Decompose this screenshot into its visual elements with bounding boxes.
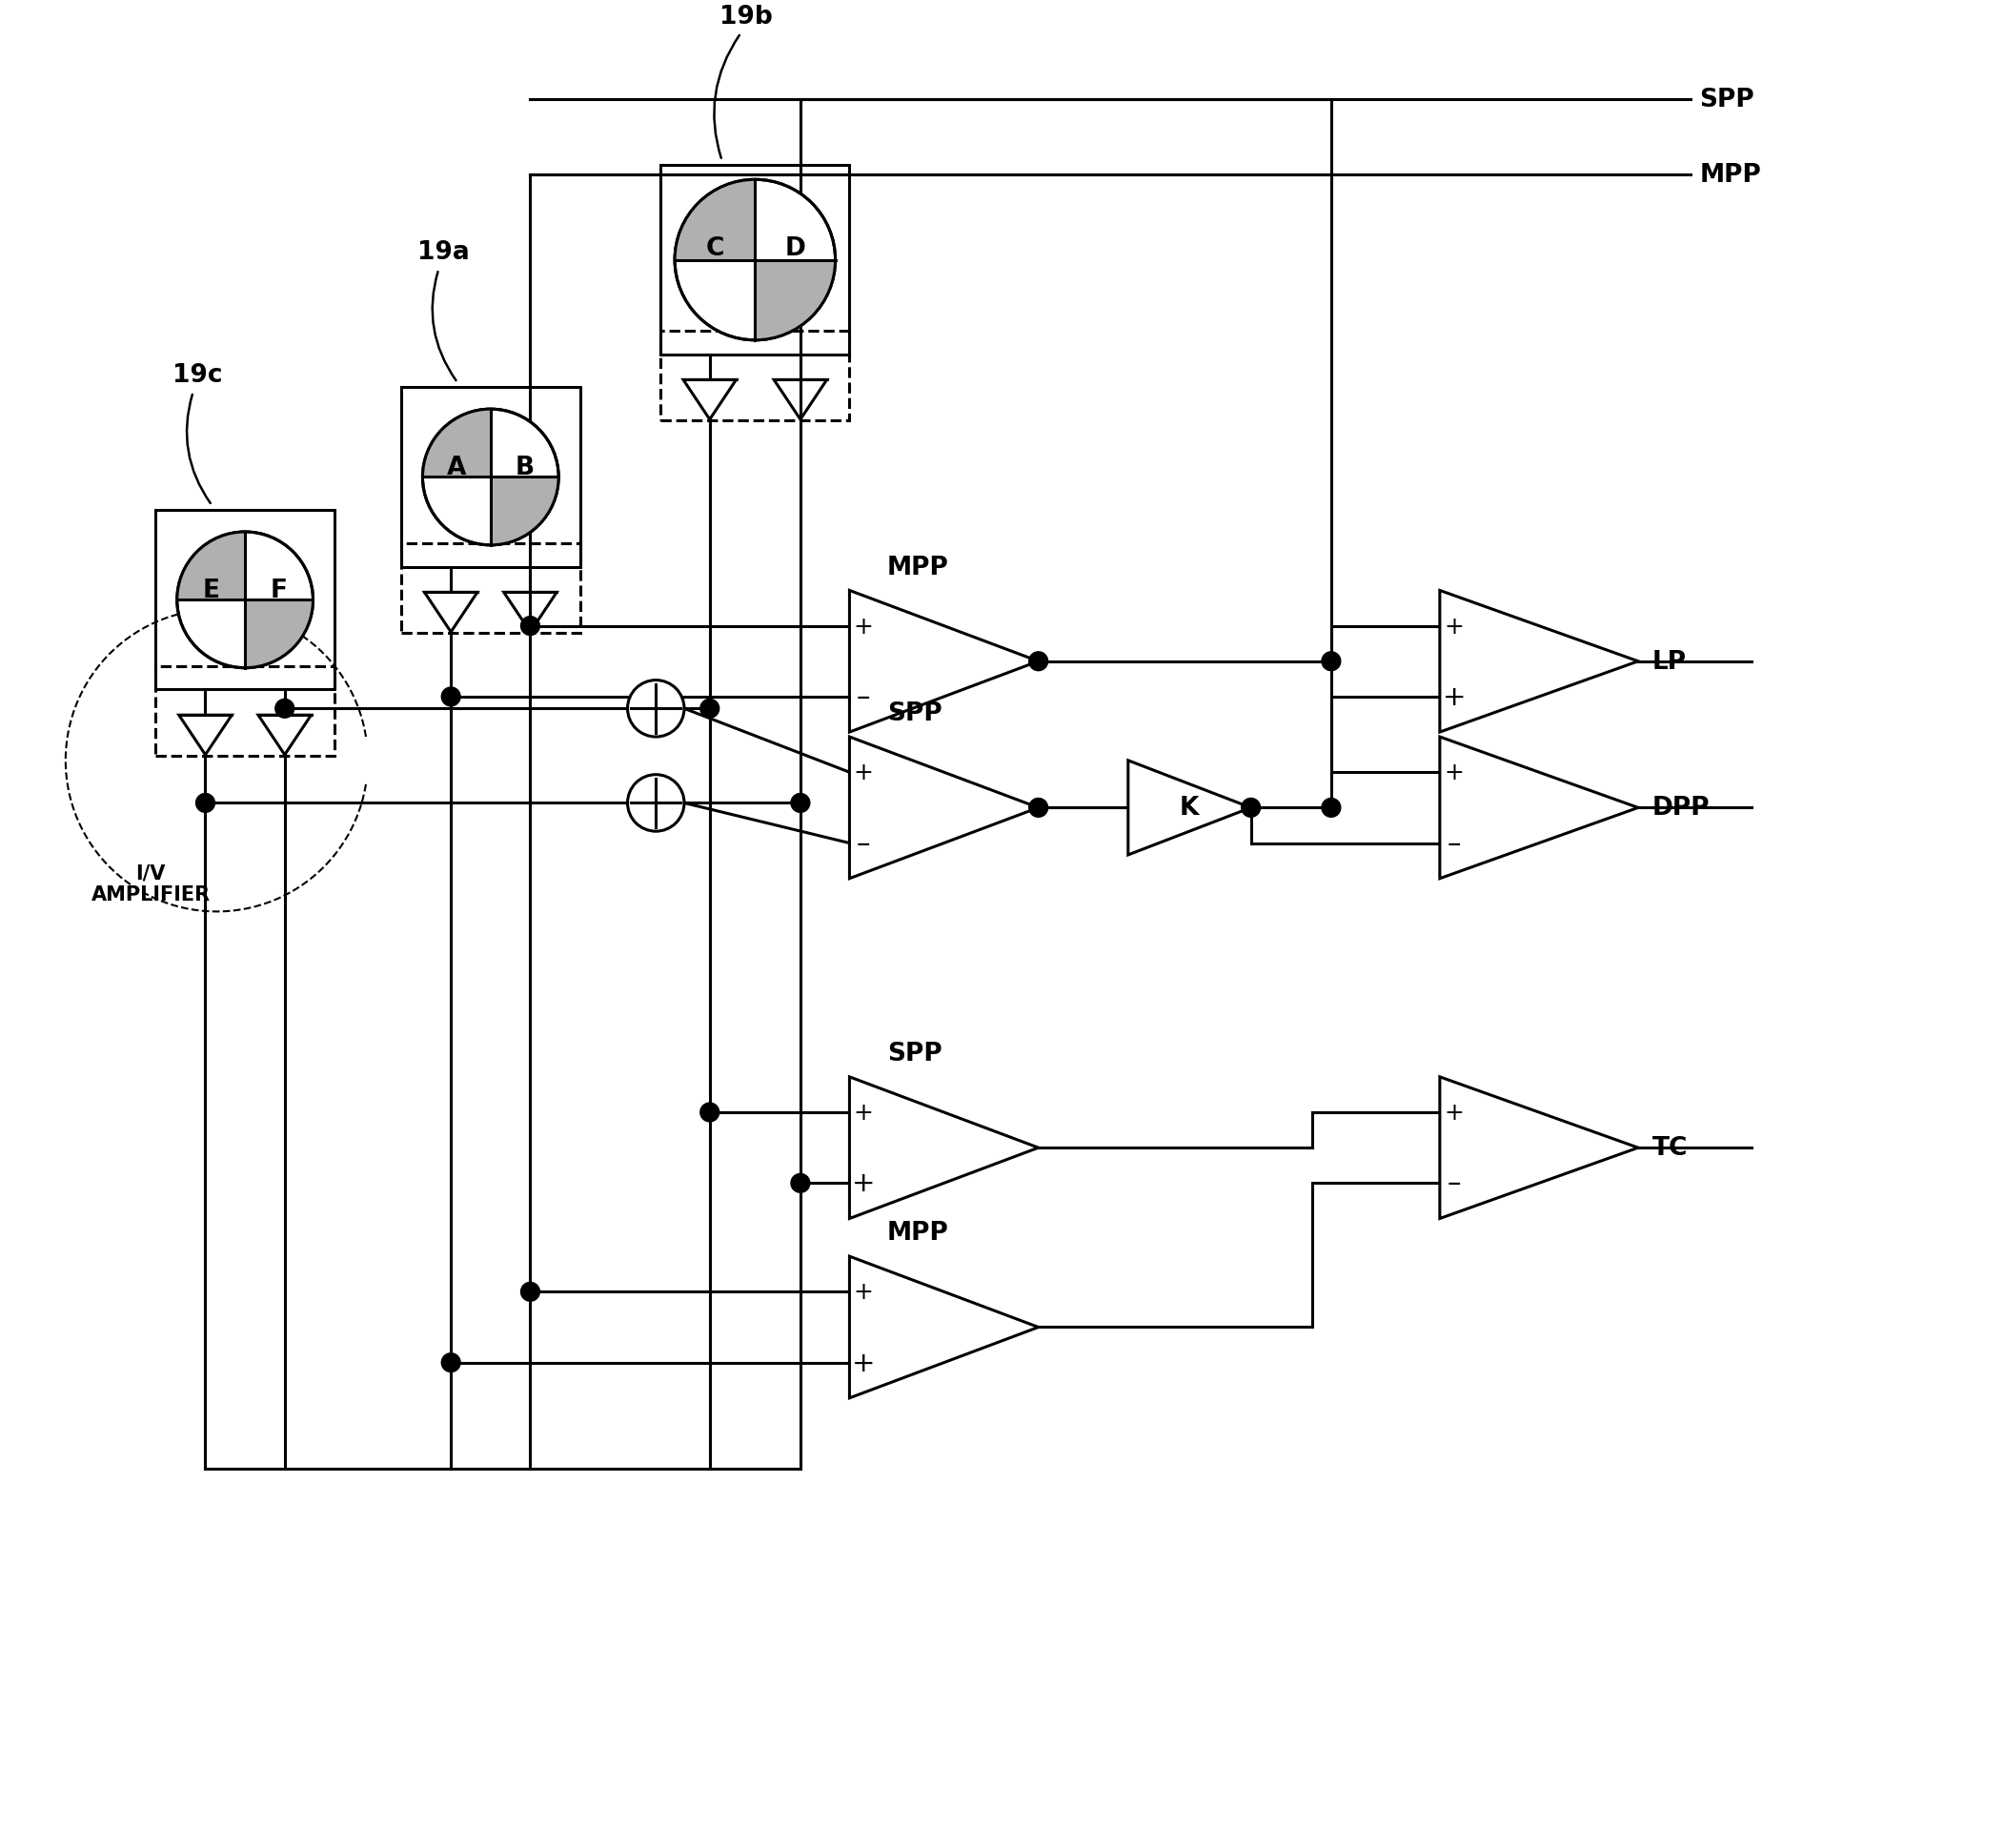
Text: C: C <box>706 237 724 261</box>
Text: K: K <box>1179 796 1199 821</box>
Circle shape <box>196 795 215 813</box>
Text: –: – <box>856 830 870 857</box>
Polygon shape <box>1440 737 1638 880</box>
Polygon shape <box>676 181 756 261</box>
Text: SPP: SPP <box>1700 87 1754 113</box>
Polygon shape <box>1440 591 1638 732</box>
Text: 19c: 19c <box>172 364 223 388</box>
Circle shape <box>676 181 836 340</box>
Text: +: + <box>1442 684 1466 710</box>
Polygon shape <box>756 261 836 340</box>
Text: MPP: MPP <box>888 1220 948 1246</box>
Text: +: + <box>852 1170 876 1198</box>
Text: E: E <box>203 578 221 602</box>
Circle shape <box>423 410 559 545</box>
Text: –: – <box>1448 1170 1462 1198</box>
Text: MPP: MPP <box>888 554 948 580</box>
Polygon shape <box>850 591 1039 732</box>
Text: +: + <box>1444 761 1464 784</box>
Polygon shape <box>1129 761 1251 856</box>
Circle shape <box>1241 798 1261 817</box>
Circle shape <box>700 700 720 719</box>
Text: –: – <box>1448 830 1462 857</box>
Circle shape <box>1029 798 1049 817</box>
Text: TC: TC <box>1652 1137 1688 1161</box>
Text: +: + <box>854 615 874 638</box>
Circle shape <box>441 687 461 706</box>
Text: +: + <box>854 1281 874 1303</box>
Text: +: + <box>854 761 874 784</box>
Circle shape <box>441 1353 461 1373</box>
Text: +: + <box>852 1349 876 1377</box>
Polygon shape <box>850 737 1039 880</box>
Text: I/V
AMPLIFIER: I/V AMPLIFIER <box>90 863 211 904</box>
Circle shape <box>790 1173 810 1192</box>
Text: A: A <box>447 455 467 480</box>
Text: D: D <box>784 237 806 261</box>
Text: –: – <box>856 684 870 710</box>
Circle shape <box>1321 798 1341 817</box>
Text: B: B <box>515 455 533 480</box>
Polygon shape <box>491 477 559 545</box>
Bar <box>660 166 850 355</box>
Polygon shape <box>850 1257 1039 1399</box>
Circle shape <box>521 1283 539 1301</box>
Text: SPP: SPP <box>888 1040 942 1066</box>
Circle shape <box>275 700 295 719</box>
Text: SPP: SPP <box>888 700 942 726</box>
Circle shape <box>628 774 684 832</box>
Polygon shape <box>1440 1077 1638 1220</box>
Text: +: + <box>854 1101 874 1124</box>
Polygon shape <box>850 1077 1039 1220</box>
Text: F: F <box>271 578 287 602</box>
Circle shape <box>1321 652 1341 671</box>
Polygon shape <box>423 410 491 477</box>
Bar <box>154 510 335 689</box>
Circle shape <box>1029 652 1049 671</box>
Circle shape <box>628 680 684 737</box>
Text: 19a: 19a <box>417 240 469 266</box>
Circle shape <box>176 532 313 669</box>
Text: +: + <box>1444 1101 1464 1124</box>
Text: +: + <box>1444 615 1464 638</box>
Circle shape <box>521 617 539 636</box>
Circle shape <box>790 795 810 813</box>
Text: DPP: DPP <box>1652 796 1710 821</box>
Bar <box>401 388 579 567</box>
Circle shape <box>700 1103 720 1122</box>
Polygon shape <box>176 532 245 601</box>
Bar <box>154 667 335 756</box>
Bar <box>660 331 850 421</box>
Text: LP: LP <box>1652 649 1686 675</box>
Polygon shape <box>245 601 313 669</box>
Bar <box>401 543 579 634</box>
Text: MPP: MPP <box>1700 163 1760 188</box>
Text: 19b: 19b <box>720 4 772 30</box>
